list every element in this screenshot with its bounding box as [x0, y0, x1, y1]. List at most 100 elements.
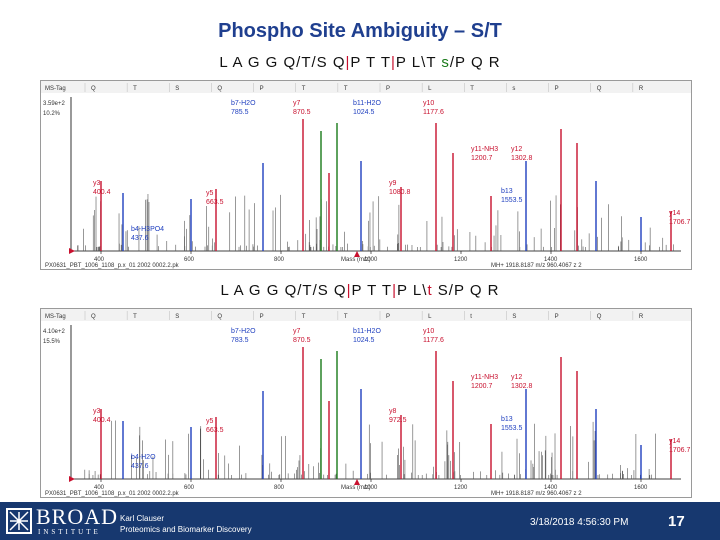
- sequence-bottom: L A G G Q/T/S Q|P T T|P L\t S/P Q R: [0, 282, 720, 299]
- seq-bottom-bar2: |: [392, 282, 398, 299]
- ion-label: y14: [669, 210, 680, 217]
- ion-mass-label: 663.5: [206, 427, 224, 434]
- page-number: 17: [668, 513, 685, 530]
- ion-label: b13: [501, 188, 513, 195]
- ion-label: y10: [423, 328, 434, 335]
- residue-label: T: [344, 314, 348, 320]
- ion-label: y3: [93, 180, 101, 187]
- residue-label: Q: [91, 86, 96, 92]
- ion-mass-label: 400.4: [93, 417, 111, 424]
- ion-label: y12: [511, 146, 522, 153]
- x-tick-label: 1000: [364, 257, 378, 263]
- x-tick-label: 1000: [364, 485, 378, 491]
- author-name: Karl Clauser: [120, 514, 165, 523]
- ion-mass-label: 400.4: [93, 189, 111, 196]
- ion-mass-label: 870.5: [293, 337, 311, 344]
- x-tick-label: 1600: [634, 257, 648, 263]
- ion-label: y7: [293, 328, 301, 335]
- residue-label: Q: [217, 314, 222, 320]
- residue-label: R: [639, 86, 644, 92]
- seq-bottom-mid2: P L\: [397, 282, 428, 299]
- x-tick-label: 1400: [544, 257, 558, 263]
- ion-label: y7: [293, 100, 301, 107]
- seq-top-mid1: P T T: [350, 54, 391, 71]
- slide-date: 3/18/2018 4:56:30 PM: [530, 517, 629, 528]
- ion-label: y5: [206, 418, 214, 425]
- ion-mass-label: 663.5: [206, 199, 224, 206]
- ion-mass-label: 1200.7: [471, 383, 493, 390]
- ion-label: y11-NH3: [471, 374, 498, 381]
- ion-label: b13: [501, 416, 513, 423]
- seq-bottom-phospho-site: t: [427, 282, 433, 299]
- x-tick-label: 600: [184, 485, 195, 491]
- ion-mass-label: 870.5: [293, 109, 311, 116]
- intensity-scale-label: 15.5%: [43, 339, 61, 345]
- residue-label: P: [555, 314, 559, 320]
- ion-label: b7-H2O: [231, 328, 256, 335]
- seq-bottom-suffix: S/P Q R: [432, 282, 500, 299]
- ion-mass-label: 1553.5: [501, 197, 523, 204]
- spectrum-file-label: PX0631_PBT_1006_1108_p.x_01 2002 0002.2.…: [45, 491, 180, 497]
- residue-label: Q: [597, 314, 602, 320]
- x-axis-label: Mass (m/z): [341, 485, 371, 491]
- residue-label: P: [260, 314, 264, 320]
- seq-top-mid2: P L\T: [395, 54, 442, 71]
- residue-label: s: [512, 86, 515, 92]
- seq-top-bar1: |: [345, 54, 351, 71]
- slide-footer: BROAD INSTITUTE Karl Clauser Proteomics …: [0, 502, 720, 540]
- seq-bottom-mid1: P T T: [351, 282, 393, 299]
- x-tick-label: 1600: [634, 485, 648, 491]
- residue-label: P: [260, 86, 264, 92]
- residue-label: T: [133, 314, 137, 320]
- ion-mass-label: 1024.5: [353, 109, 375, 116]
- residue-label: L: [428, 86, 432, 92]
- x-tick-label: 1400: [544, 485, 558, 491]
- seq-top-prefix: L A G G Q/T/S Q: [219, 54, 346, 71]
- x-tick-label: 600: [184, 257, 195, 263]
- ion-mass-label: 1706.7: [669, 219, 691, 226]
- residue-label: T: [302, 86, 306, 92]
- intensity-top-label: 4.10e+2: [43, 329, 66, 335]
- residue-label: T: [470, 86, 474, 92]
- ion-mass-label: 1024.5: [353, 337, 375, 344]
- intensity-top-label: 3.59e+2: [43, 101, 66, 107]
- spectrum-header-label: MS-Tag: [45, 86, 66, 92]
- seq-top-bar2: |: [391, 54, 396, 71]
- residue-label: S: [175, 314, 179, 320]
- spectrum-header-bar: [41, 309, 691, 321]
- spectrum-header-bar: [41, 81, 691, 93]
- ion-label: y5: [206, 190, 214, 197]
- residue-label: t: [470, 314, 472, 320]
- residue-label: Q: [217, 86, 222, 92]
- spectrum-precursor-label: MH+ 1918.8187 m/z 960.4067 z 2: [491, 263, 582, 269]
- ion-mass-label: 1706.7: [669, 447, 691, 454]
- ion-mass-label: 972.5: [389, 417, 407, 424]
- residue-label: S: [175, 86, 179, 92]
- residue-label: Q: [91, 314, 96, 320]
- ion-mass-label: 783.5: [231, 337, 249, 344]
- ion-label: b11-H2O: [353, 328, 381, 335]
- residue-label: P: [386, 314, 390, 320]
- slide-title: Phospho Site Ambiguity – S/T: [218, 20, 502, 42]
- ion-label: b4-H2O: [131, 454, 156, 461]
- ion-label: y10: [423, 100, 434, 107]
- x-tick-label: 400: [94, 257, 105, 263]
- ion-label: y12: [511, 374, 522, 381]
- intensity-scale-label: 10.2%: [43, 111, 61, 117]
- baseline-marker-icon: [69, 476, 75, 482]
- ion-label: b11-H2O: [353, 100, 381, 107]
- spectrum-header-label: MS-Tag: [45, 314, 66, 320]
- seq-top-phospho-site: s: [441, 54, 450, 71]
- x-tick-label: 1200: [454, 485, 468, 491]
- seq-bottom-prefix: L A G G Q/T/S Q: [220, 282, 347, 299]
- ion-mass-label: 1302.8: [511, 383, 533, 390]
- x-tick-label: 800: [274, 257, 285, 263]
- sequence-top: L A G G Q/T/S Q|P T T|P L\T s/P Q R: [0, 54, 720, 71]
- residue-label: T: [133, 86, 137, 92]
- ion-mass-label: 1200.7: [471, 155, 493, 162]
- x-axis-label: Mass (m/z): [341, 257, 371, 263]
- ion-mass-label: 1302.8: [511, 155, 533, 162]
- precursor-marker-icon: [354, 251, 360, 257]
